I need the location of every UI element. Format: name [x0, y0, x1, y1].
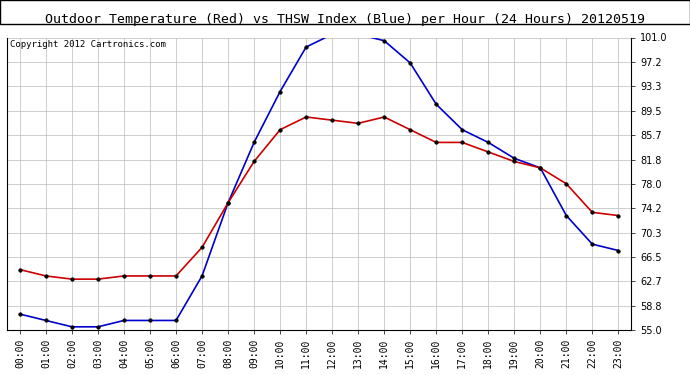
- Text: Outdoor Temperature (Red) vs THSW Index (Blue) per Hour (24 Hours) 20120519: Outdoor Temperature (Red) vs THSW Index …: [45, 13, 645, 26]
- Text: Copyright 2012 Cartronics.com: Copyright 2012 Cartronics.com: [10, 40, 166, 50]
